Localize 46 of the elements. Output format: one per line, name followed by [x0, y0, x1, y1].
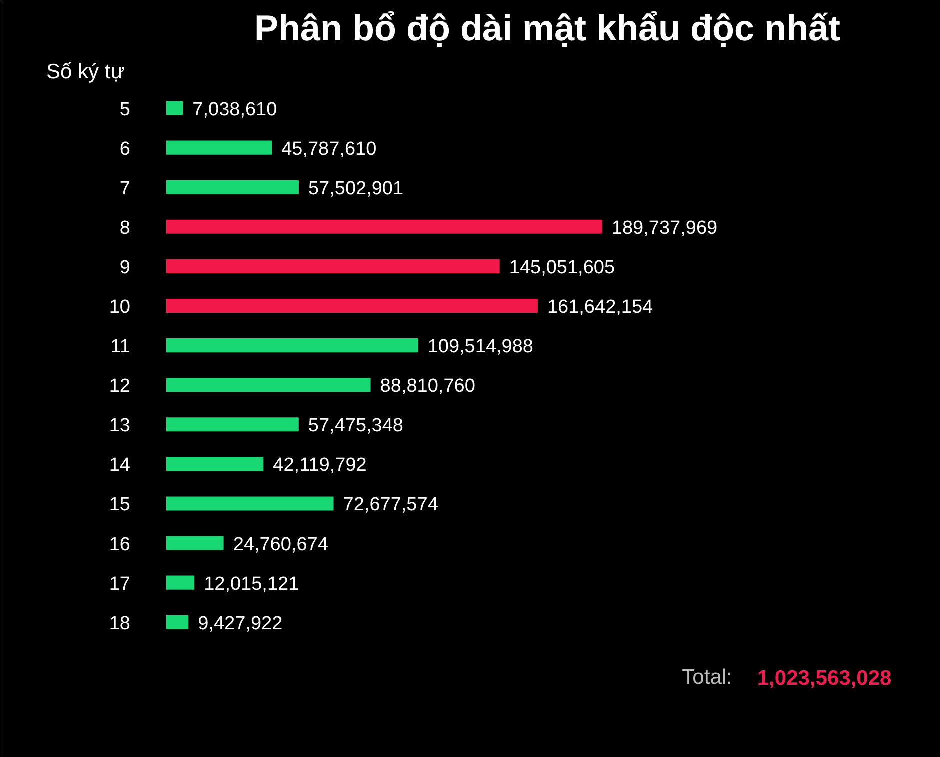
data-label: 12,015,121 [204, 574, 300, 595]
data-label: 109,514,988 [428, 336, 534, 358]
data-label: 72,677,574 [343, 494, 439, 516]
data-label: 9,427,922 [198, 613, 283, 634]
data-label: 45,787,610 [282, 138, 377, 160]
y-tick-label: 12 [109, 376, 131, 398]
bar [166, 536, 224, 550]
bar [166, 259, 500, 274]
y-tick-label: 17 [109, 574, 131, 595]
bar [166, 457, 264, 472]
data-label: 57,475,348 [308, 416, 404, 437]
y-tick-label: 14 [109, 455, 131, 476]
bar [166, 418, 299, 432]
y-tick-label: 11 [110, 336, 131, 358]
y-tick-label: 5 [120, 99, 131, 120]
text: 1,023,563,028 [757, 667, 892, 690]
y-tick-label: 8 [120, 218, 131, 239]
bar [166, 615, 189, 630]
data-label: 145,051,605 [509, 257, 616, 278]
y-tick-label: 13 [109, 416, 131, 437]
data-label: 57,502,901 [308, 178, 404, 200]
y-tick-label: 16 [109, 534, 131, 556]
data-label: 189,737,969 [612, 218, 718, 239]
data-label: 7,038,610 [192, 99, 278, 120]
y-tick-label: 6 [120, 138, 131, 160]
y-tick-label: 18 [109, 613, 131, 634]
y-tick-label: 15 [109, 494, 131, 516]
chart-title: Phân bổ độ dài mật khẩu độc nhất [254, 8, 841, 48]
bar [166, 180, 299, 194]
y-axis-title: Số ký tự [46, 60, 125, 84]
data-label: 161,642,154 [547, 297, 654, 318]
text: Total: [682, 666, 732, 690]
bar [166, 576, 195, 590]
bar [166, 338, 418, 353]
y-tick-label: 10 [109, 297, 131, 318]
bar [166, 298, 538, 314]
bar [166, 220, 602, 234]
bar [166, 378, 371, 392]
bar [166, 101, 184, 116]
data-label: 24,760,674 [233, 534, 329, 556]
y-tick-label: 9 [120, 257, 131, 278]
data-label: 88,810,760 [380, 376, 476, 398]
bar [166, 496, 334, 511]
bar [166, 140, 272, 155]
data-label: 42,119,792 [273, 455, 367, 476]
y-tick-label: 7 [120, 178, 131, 200]
